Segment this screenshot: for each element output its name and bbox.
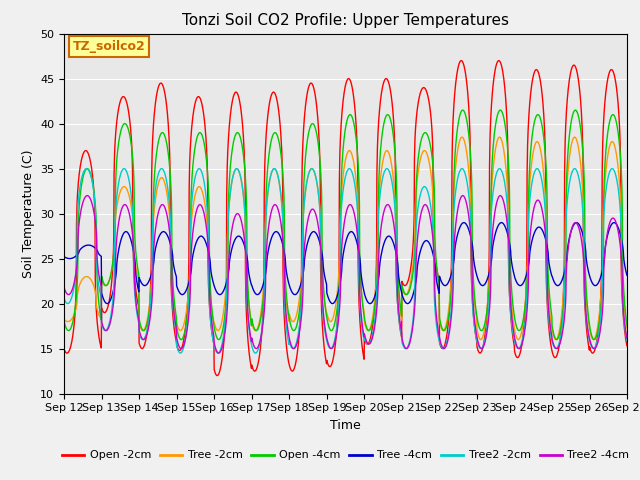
Text: TZ_soilco2: TZ_soilco2 [72,40,145,53]
X-axis label: Time: Time [330,419,361,432]
Y-axis label: Soil Temperature (C): Soil Temperature (C) [22,149,35,278]
Legend: Open -2cm, Tree -2cm, Open -4cm, Tree -4cm, Tree2 -2cm, Tree2 -4cm: Open -2cm, Tree -2cm, Open -4cm, Tree -4… [58,446,634,465]
Title: Tonzi Soil CO2 Profile: Upper Temperatures: Tonzi Soil CO2 Profile: Upper Temperatur… [182,13,509,28]
